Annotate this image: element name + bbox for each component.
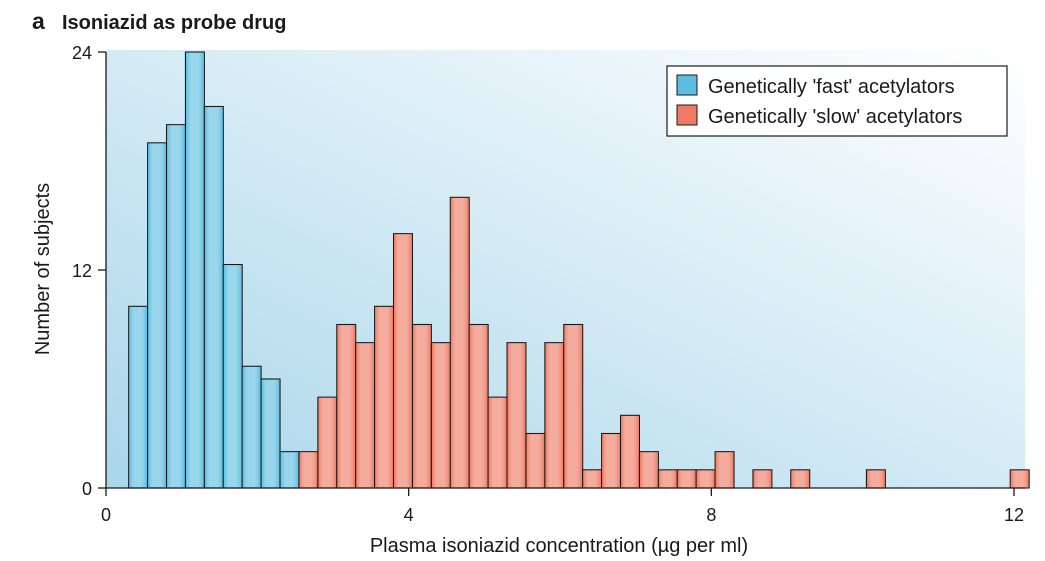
slow-bar-shading-1 — [318, 397, 337, 488]
x-ticks: 0 4 8 12 — [101, 488, 1024, 525]
slow-bar-shading-16 — [602, 434, 620, 488]
histogram-bars — [128, 51, 1030, 489]
slow-bar-shading-18 — [640, 452, 658, 488]
slow-bar-shading-8 — [450, 197, 469, 488]
slow-bar-shading-6 — [413, 325, 431, 488]
y-tick-label-1: 12 — [72, 261, 92, 281]
slow-bar-shading-0 — [299, 452, 318, 488]
y-axis-label: Number of subjects — [32, 183, 54, 355]
x-axis-label: Plasma isoniazid concentration (µg per m… — [370, 535, 748, 557]
legend-fast-swatch — [676, 74, 698, 96]
slow-bar-shading-12 — [526, 434, 545, 488]
slow-bar-shading-19 — [658, 470, 677, 488]
slow-bar-shading-7 — [431, 343, 450, 488]
slow-bar-shading-25 — [867, 470, 885, 488]
slow-bar-shading-4 — [375, 306, 393, 488]
slow-bar-shading-21 — [696, 470, 715, 488]
slow-bar-shading-9 — [469, 325, 488, 488]
slow-bar-shading-10 — [488, 397, 507, 488]
legend-slow-swatch — [676, 104, 698, 126]
slow-bar-shading-2 — [337, 325, 356, 488]
legend-box — [666, 65, 1008, 137]
legend-slow-label: Genetically 'slow' acetylators — [708, 106, 962, 128]
fast-bar-shading-7 — [261, 379, 280, 488]
slow-bar-shading-20 — [677, 470, 696, 488]
y-tick-label-2: 24 — [72, 43, 92, 63]
fast-bar-shading-2 — [167, 125, 185, 488]
fast-bar-shading-6 — [242, 366, 261, 488]
slow-bar-shading-26 — [1010, 470, 1029, 488]
y-ticks: 0 12 24 — [72, 43, 106, 499]
fast-bar-shading-1 — [148, 143, 166, 488]
x-tick-label-1: 4 — [404, 505, 414, 525]
slow-bar-shading-11 — [507, 343, 526, 488]
y-tick-label-0: 0 — [82, 479, 92, 499]
slow-bar-shading-22 — [715, 452, 734, 488]
chart-title: Isoniazid as probe drug — [62, 12, 286, 34]
legend-fast-label: Genetically 'fast' acetylators — [708, 76, 955, 98]
fast-bar-shading-5 — [223, 265, 242, 488]
slow-bar-shading-3 — [356, 343, 375, 488]
fast-bar-shading-0 — [129, 306, 148, 488]
slow-bar-shading-14 — [564, 325, 583, 488]
slow-bar-shading-17 — [621, 415, 639, 488]
fast-bar-shading-8 — [280, 452, 299, 488]
slow-bar-shading-23 — [753, 470, 772, 488]
legend: Genetically 'fast' acetylators Genetical… — [666, 65, 1008, 137]
slow-bar-shading-13 — [545, 343, 564, 488]
x-tick-label-0: 0 — [101, 505, 111, 525]
slow-bar-shading-15 — [583, 470, 602, 488]
x-tick-label-3: 12 — [1004, 505, 1024, 525]
panel-letter: a — [32, 8, 45, 34]
fast-bar-shading-3 — [186, 52, 204, 488]
x-tick-label-2: 8 — [706, 505, 716, 525]
fast-bar-shading-4 — [204, 107, 223, 488]
slow-bar-shading-24 — [791, 470, 810, 488]
slow-bar-shading-5 — [394, 234, 412, 488]
